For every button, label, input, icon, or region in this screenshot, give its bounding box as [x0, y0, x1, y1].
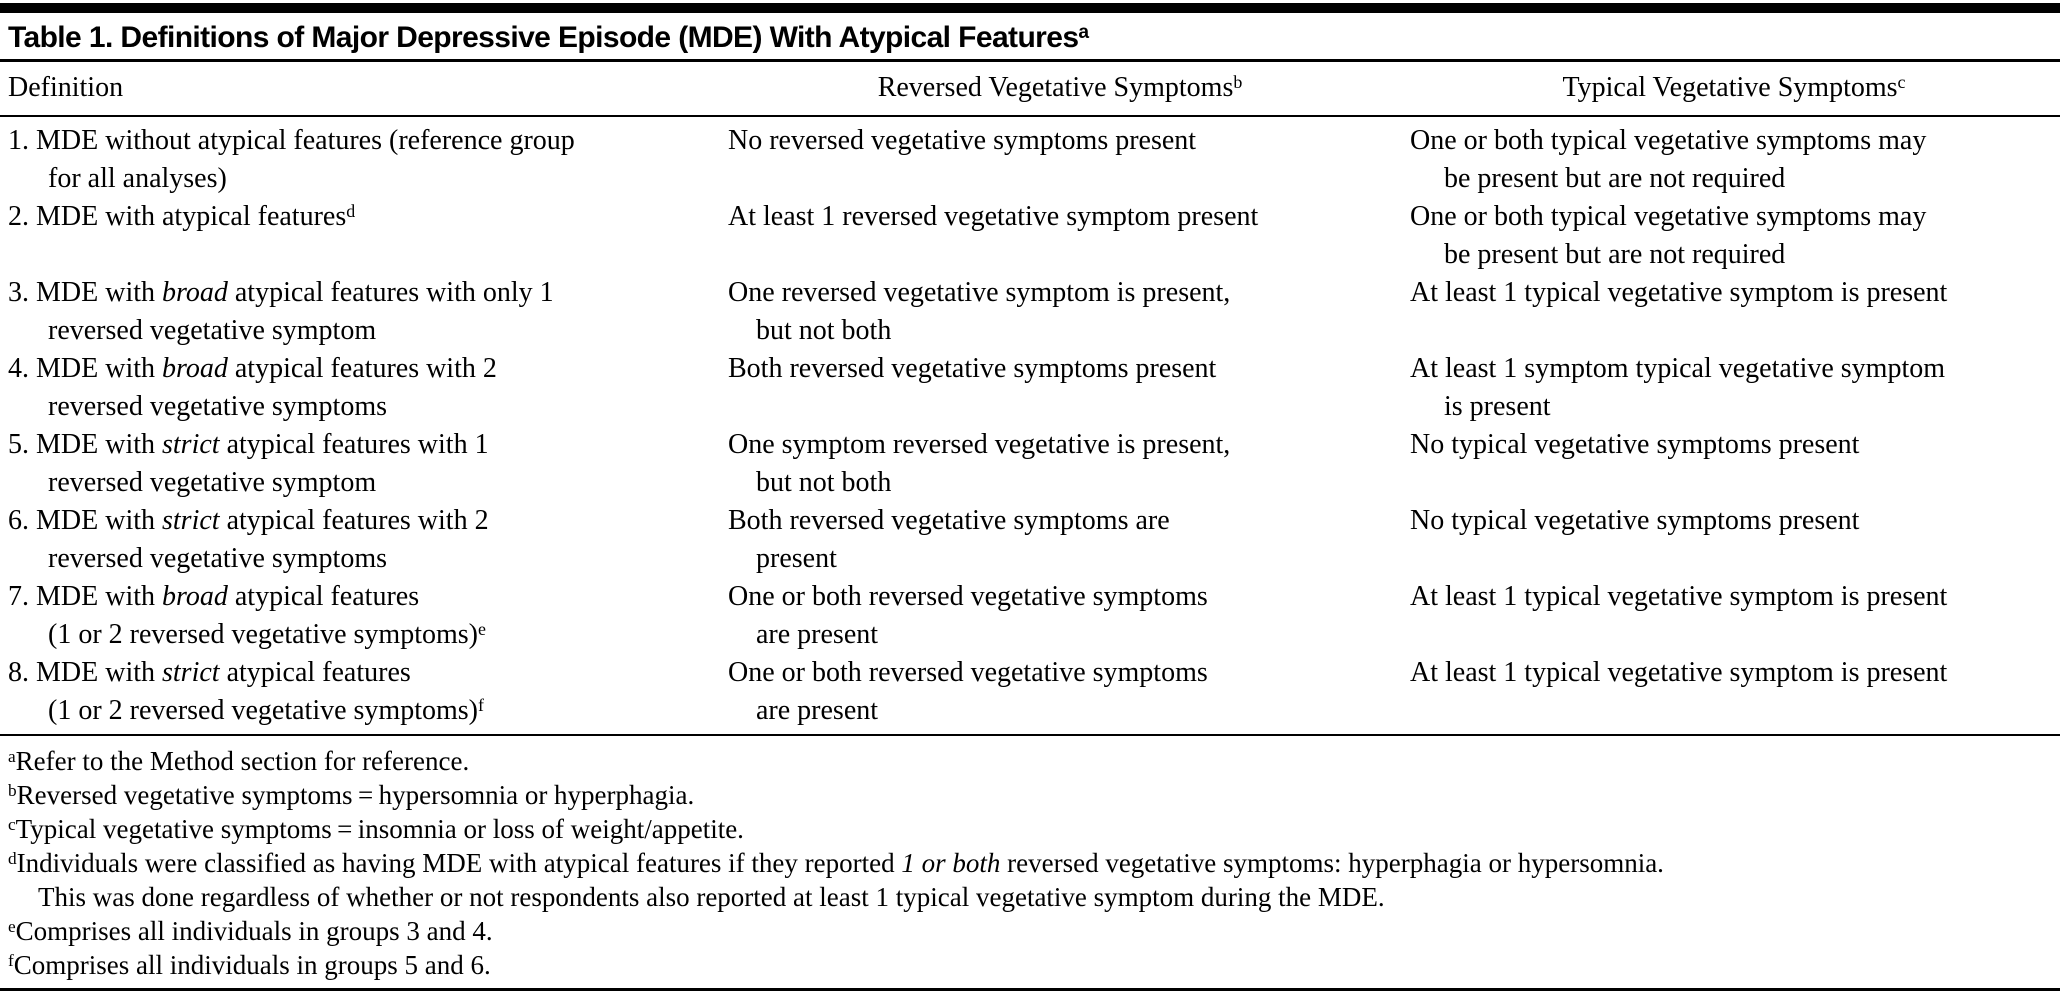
table-row: 3. MDE with broad atypical features with… [0, 274, 2060, 350]
table-header-row: Definition Reversed Vegetative Symptomsb… [0, 62, 2060, 115]
definition-cell: 3. MDE with broad atypical features with… [8, 277, 554, 346]
footnote-b: bReversed vegetative symptoms = hypersom… [8, 780, 695, 810]
table-row: 4. MDE with broad atypical features with… [0, 350, 2060, 426]
table-footnotes: aRefer to the Method section for referen… [0, 736, 2060, 984]
typical-symptoms-cell: At least 1 typical vegetative symptom is… [1410, 277, 1948, 308]
typical-symptoms-cell: No typical vegetative symptoms present [1410, 429, 1860, 460]
column-header-reversed-symptoms: Reversed Vegetative Symptomsb [877, 71, 1243, 103]
header-rule [0, 115, 2060, 117]
title-rule [0, 59, 2060, 62]
definition-cell: 5. MDE with strict atypical features wit… [8, 429, 489, 498]
typical-symptoms-cell: No typical vegetative symptoms present [1410, 505, 1860, 536]
table-title: Table 1. Definitions of Major Depressive… [8, 21, 1089, 54]
footnote-c: cTypical vegetative symptoms = insomnia … [8, 814, 744, 844]
table-body: 1. MDE without atypical features (refere… [0, 117, 2060, 734]
definition-cell: 7. MDE with broad atypical features (1 or… [8, 581, 486, 650]
definition-cell: 6. MDE with strict atypical features wit… [8, 505, 489, 574]
typical-symptoms-cell: At least 1 typical vegetative symptom is… [1410, 657, 1948, 688]
body-rule [0, 734, 2060, 736]
table-bottom-rule [0, 988, 2060, 991]
table-row: 6. MDE with strict atypical features wit… [0, 502, 2060, 578]
column-header-typical-symptoms: Typical Vegetative Symptomsc [1562, 71, 1906, 103]
table-row: 8. MDE with strict atypical features (1 o… [0, 654, 2060, 730]
reversed-symptoms-cell: One reversed vegetative symptom is prese… [728, 277, 1231, 346]
footnote-a: aRefer to the Method section for referen… [8, 746, 470, 776]
table-top-rule [0, 3, 2060, 13]
reversed-symptoms-cell: Both reversed vegetative symptoms presen… [728, 353, 1217, 384]
reversed-symptoms-cell: At least 1 reversed vegetative symptom p… [728, 201, 1259, 232]
table-row: 1. MDE without atypical features (refere… [0, 122, 2060, 198]
table-row: 7. MDE with broad atypical features (1 or… [0, 578, 2060, 654]
reversed-symptoms-cell: One or both reversed vegetative symptoms… [728, 657, 1208, 726]
table-row: 5. MDE with strict atypical features wit… [0, 426, 2060, 502]
definition-cell: 4. MDE with broad atypical features with… [8, 353, 497, 422]
footnote-f: fComprises all individuals in groups 5 a… [8, 950, 491, 980]
typical-symptoms-cell: One or both typical vegetative symptoms … [1410, 201, 1927, 270]
typical-symptoms-cell: At least 1 symptom typical vegetative sy… [1410, 353, 1946, 422]
reversed-symptoms-cell: One or both reversed vegetative symptoms… [728, 581, 1208, 650]
definition-cell: 1. MDE without atypical features (refere… [8, 125, 575, 194]
table-row: 2. MDE with atypical featuresd At least … [0, 198, 2060, 274]
reversed-symptoms-cell: Both reversed vegetative symptoms are pre… [728, 505, 1170, 574]
typical-symptoms-cell: One or both typical vegetative symptoms … [1410, 125, 1927, 194]
footnote-d: dIndividuals were classified as having M… [8, 848, 1664, 912]
definition-cell: 8. MDE with strict atypical features (1 o… [8, 657, 484, 726]
reversed-symptoms-cell: One symptom reversed vegetative is prese… [728, 429, 1231, 498]
column-header-definition: Definition [8, 72, 124, 103]
typical-symptoms-cell: At least 1 typical vegetative symptom is… [1410, 581, 1948, 612]
reversed-symptoms-cell: No reversed vegetative symptoms present [728, 125, 1197, 156]
footnote-e: eComprises all individuals in groups 3 a… [8, 916, 493, 946]
definition-cell: 2. MDE with atypical featuresd [8, 200, 356, 232]
